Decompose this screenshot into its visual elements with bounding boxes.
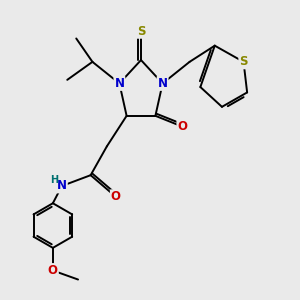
Text: O: O [177, 120, 188, 133]
Text: S: S [239, 56, 248, 68]
Text: O: O [48, 264, 58, 277]
Text: N: N [158, 77, 168, 90]
Text: N: N [114, 77, 124, 90]
Text: N: N [57, 179, 67, 193]
Text: O: O [111, 190, 121, 203]
Text: S: S [137, 25, 145, 38]
Text: H: H [50, 175, 58, 184]
